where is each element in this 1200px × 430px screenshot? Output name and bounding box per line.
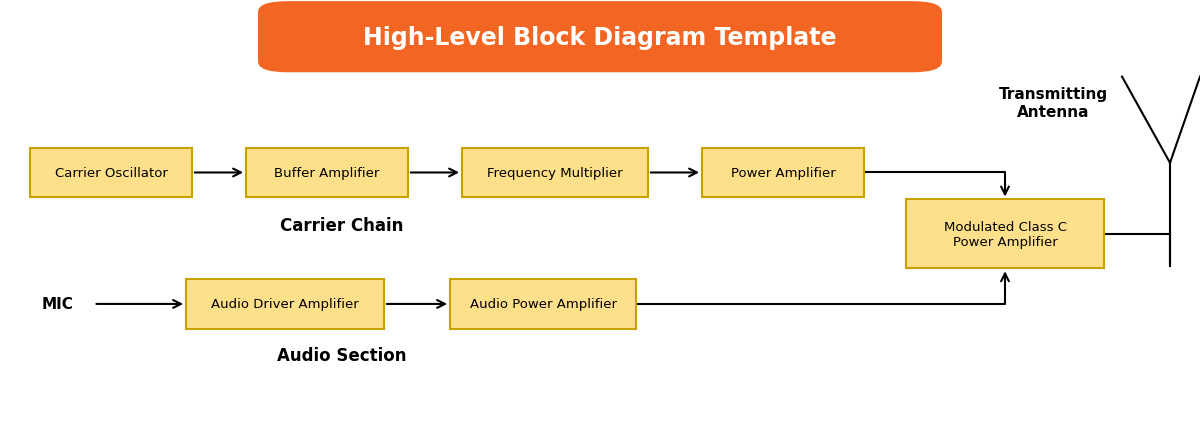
Text: Transmitting
Antenna: Transmitting Antenna bbox=[1000, 87, 1108, 120]
Text: Power Amplifier: Power Amplifier bbox=[731, 166, 835, 180]
Text: Audio Driver Amplifier: Audio Driver Amplifier bbox=[211, 298, 359, 311]
Text: Modulated Class C
Power Amplifier: Modulated Class C Power Amplifier bbox=[943, 221, 1067, 248]
FancyBboxPatch shape bbox=[246, 148, 408, 198]
Text: Frequency Multiplier: Frequency Multiplier bbox=[487, 166, 623, 180]
FancyBboxPatch shape bbox=[30, 148, 192, 198]
FancyBboxPatch shape bbox=[906, 200, 1104, 269]
FancyBboxPatch shape bbox=[450, 280, 636, 329]
Text: Carrier Oscillator: Carrier Oscillator bbox=[54, 166, 168, 180]
Text: Buffer Amplifier: Buffer Amplifier bbox=[275, 166, 379, 180]
Text: High-Level Block Diagram Template: High-Level Block Diagram Template bbox=[364, 26, 836, 49]
FancyBboxPatch shape bbox=[462, 148, 648, 198]
Text: Audio Section: Audio Section bbox=[277, 346, 407, 364]
Text: MIC: MIC bbox=[42, 297, 73, 311]
Text: Audio Power Amplifier: Audio Power Amplifier bbox=[469, 298, 617, 311]
FancyBboxPatch shape bbox=[702, 148, 864, 198]
FancyBboxPatch shape bbox=[186, 280, 384, 329]
Text: Carrier Chain: Carrier Chain bbox=[281, 217, 403, 235]
FancyBboxPatch shape bbox=[258, 2, 942, 73]
